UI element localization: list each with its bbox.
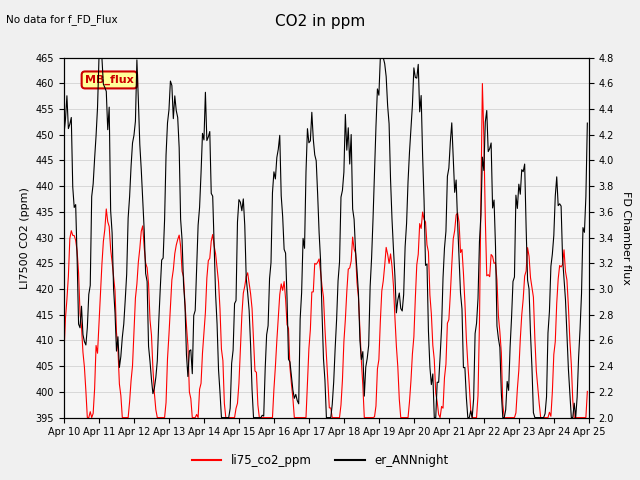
Text: MB_flux: MB_flux bbox=[85, 75, 134, 85]
Y-axis label: FD Chamber flux: FD Chamber flux bbox=[621, 191, 630, 285]
Y-axis label: LI7500 CO2 (ppm): LI7500 CO2 (ppm) bbox=[20, 187, 30, 288]
Text: CO2 in ppm: CO2 in ppm bbox=[275, 14, 365, 29]
Legend: li75_co2_ppm, er_ANNnight: li75_co2_ppm, er_ANNnight bbox=[187, 449, 453, 472]
Text: No data for f_FD_Flux: No data for f_FD_Flux bbox=[6, 14, 118, 25]
